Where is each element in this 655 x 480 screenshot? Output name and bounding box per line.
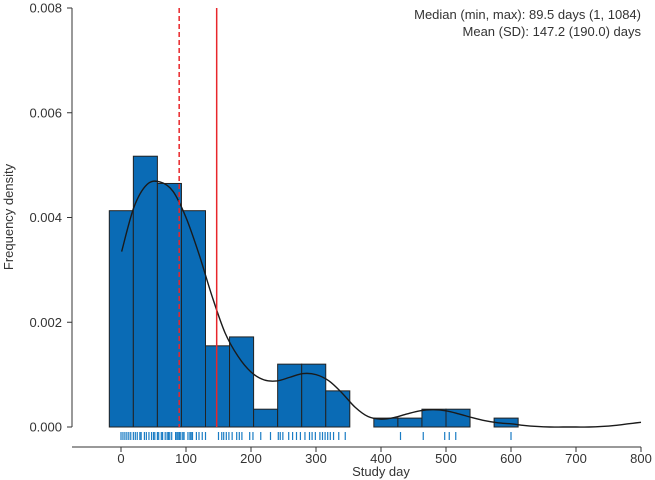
axes (67, 7, 642, 452)
reference-lines (178, 8, 218, 427)
histogram-bar (421, 408, 447, 428)
x-tick-label: 200 (240, 451, 262, 466)
histogram-bar (205, 345, 231, 428)
histogram-bar (253, 408, 279, 428)
histogram-bar (180, 210, 206, 428)
x-tick-label: 500 (435, 451, 457, 466)
annotation-mean: Mean (SD): 147.2 (190.0) days (463, 24, 642, 39)
histogram-bar (277, 363, 303, 428)
histogram-bar (156, 182, 182, 428)
y-tick-label: 0.002 (29, 315, 62, 330)
x-tick-label: 100 (175, 451, 197, 466)
rug-plot (120, 432, 512, 440)
x-tick-label: 0 (117, 451, 124, 466)
density-curve-layer (120, 180, 642, 428)
y-axis-title: Frequency density (1, 163, 16, 270)
y-tick-label: 0.004 (29, 210, 62, 225)
x-tick-label: 600 (500, 451, 522, 466)
x-tick-label: 300 (305, 451, 327, 466)
histogram-bar (229, 336, 255, 428)
y-tick-label: 0.000 (29, 420, 62, 435)
histogram-bar (397, 417, 423, 428)
tick-labels: 0.000 0.002 0.004 0.006 0.008 0 100 200 300 400 50… (29, 1, 651, 467)
histogram-bar (108, 210, 134, 428)
histogram-bars (108, 155, 519, 428)
x-axis-title: Study day (352, 464, 410, 479)
x-tick-label: 400 (370, 451, 392, 466)
annotation-median: Median (min, max): 89.5 days (1, 1084) (414, 7, 641, 22)
histogram-bar (132, 155, 158, 428)
x-tick-label: 800 (630, 451, 652, 466)
y-tick-label: 0.008 (29, 1, 62, 16)
histogram-bar (325, 390, 351, 428)
x-tick-label: 700 (565, 451, 587, 466)
y-tick-label: 0.006 (29, 105, 62, 120)
histogram-bar (445, 408, 471, 428)
density-curve (120, 180, 642, 428)
